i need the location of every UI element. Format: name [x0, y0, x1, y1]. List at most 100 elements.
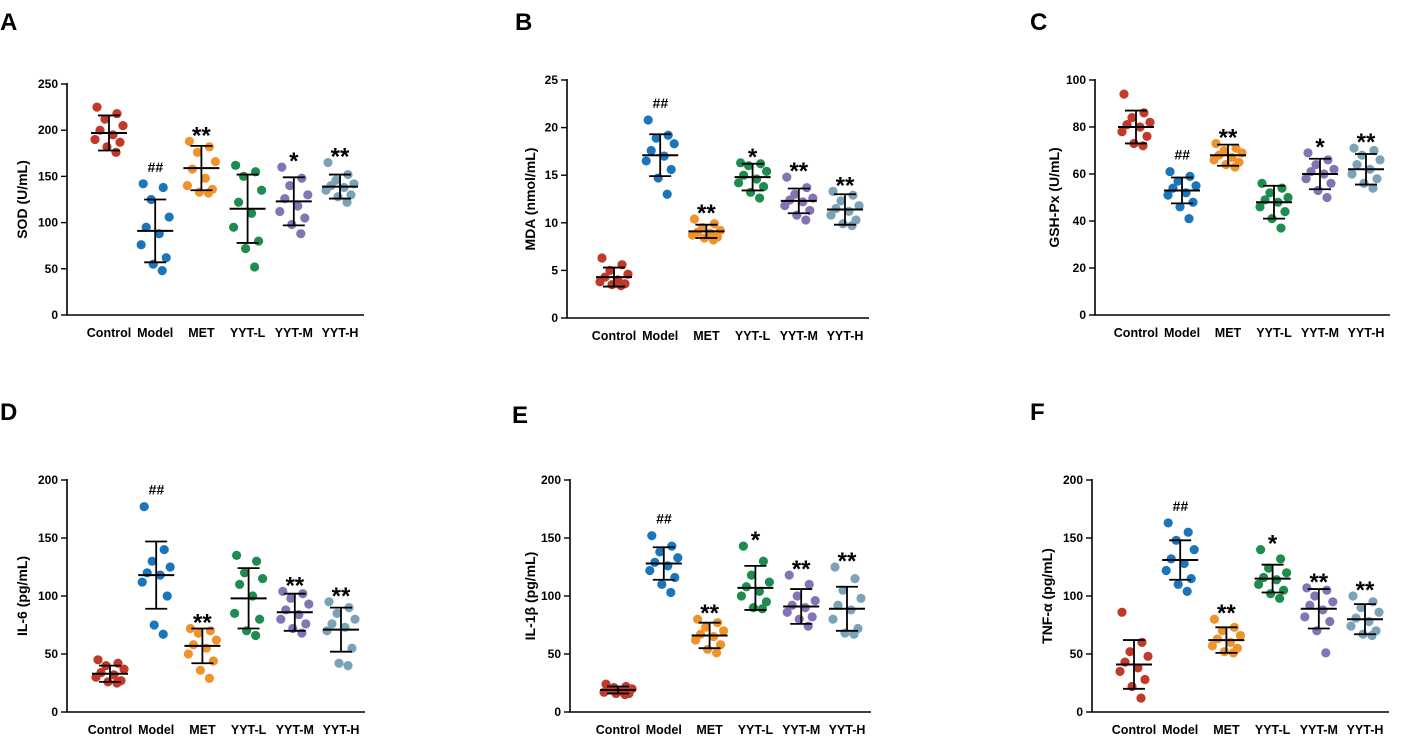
y-tick-label: 200 [541, 473, 561, 487]
data-point [182, 181, 192, 191]
data-point [1265, 188, 1275, 198]
data-point [1184, 214, 1194, 224]
data-point [667, 541, 677, 551]
y-tick-label: 5 [551, 263, 558, 277]
data-point [247, 208, 257, 218]
y-tick-label: 100 [1066, 73, 1086, 87]
data-point [849, 629, 859, 639]
panel-letter: B [515, 9, 532, 36]
data-point [342, 197, 352, 207]
group-yyt-h: YYT-H ** [826, 172, 864, 343]
y-tick-label: 50 [548, 647, 562, 661]
data-point [111, 147, 121, 157]
data-point [708, 235, 719, 245]
y-axis-label: SOD (U/mL) [14, 160, 30, 239]
data-point [807, 612, 817, 622]
data-point [828, 614, 838, 624]
data-point [1372, 174, 1382, 184]
data-point [1230, 162, 1240, 172]
data-point [100, 114, 110, 124]
data-point [297, 173, 307, 183]
data-point [1328, 597, 1338, 607]
significance-star: * [751, 527, 761, 554]
group-control: Control [1112, 607, 1156, 737]
data-point [646, 145, 656, 156]
data-point [115, 137, 125, 147]
group-met: MET ** [182, 122, 220, 340]
significance-star: ** [332, 583, 351, 610]
category-label: Control [1114, 326, 1158, 340]
category-label: Model [1164, 326, 1200, 340]
data-point [210, 157, 220, 167]
category-label: YYT-M [276, 723, 314, 737]
data-point [755, 193, 765, 203]
significance-star: ** [789, 158, 808, 185]
data-point [149, 620, 159, 630]
data-point [192, 147, 202, 157]
group-yyt-l: YYT-L * [736, 527, 775, 737]
data-point [350, 614, 360, 624]
data-point [736, 591, 747, 601]
data-point [346, 190, 356, 200]
data-point [794, 614, 804, 624]
data-point [1282, 568, 1292, 578]
y-tick-label: 150 [38, 531, 58, 545]
data-point [158, 182, 168, 193]
category-label: YYT-H [322, 326, 359, 340]
data-point [647, 531, 657, 541]
data-point [1279, 585, 1289, 595]
data-point [1115, 666, 1125, 677]
data-point [846, 605, 856, 615]
group-met: MET ** [687, 200, 726, 343]
data-point [286, 593, 296, 603]
data-point [782, 607, 792, 617]
significance-star: ** [836, 172, 855, 199]
data-point [1255, 202, 1265, 212]
significance-star: ** [193, 609, 212, 636]
group-model: Model ## [137, 482, 175, 737]
data-point [347, 643, 357, 653]
data-point [663, 130, 673, 140]
significance-star: ** [838, 548, 857, 575]
data-point [188, 640, 198, 650]
data-point [1313, 185, 1323, 196]
data-point [1209, 155, 1219, 165]
group-yyt-h: YYT-H ** [322, 583, 360, 737]
data-point [200, 173, 210, 183]
category-label: YYT-L [1256, 326, 1292, 340]
data-point [691, 635, 701, 645]
y-tick-label: 0 [551, 311, 558, 325]
significance-star: ** [331, 144, 350, 171]
category-label: YYT-M [275, 326, 313, 340]
significance-star: * [289, 148, 299, 175]
category-label: Model [646, 723, 682, 737]
category-label: YYT-M [780, 329, 818, 343]
category-label: Model [138, 723, 174, 737]
group-control: Control [88, 655, 132, 737]
data-point [826, 210, 836, 220]
significance-star: ** [1217, 600, 1236, 627]
data-point [1302, 583, 1312, 593]
y-tick-label: 50 [1070, 647, 1084, 661]
data-point [334, 658, 344, 668]
data-point [1359, 178, 1369, 188]
data-point [1163, 518, 1173, 528]
data-point [1369, 145, 1379, 156]
data-point [782, 172, 792, 182]
category-label: YYT-L [738, 723, 774, 737]
data-point [597, 253, 607, 263]
panel-letter: D [0, 399, 17, 426]
panel-c: C 0 20 40 60 80 100 GSH-Px (U/mL) Control Model ##… [1030, 9, 1390, 340]
data-point [183, 649, 193, 659]
y-tick-label: 20 [1073, 261, 1087, 275]
data-point [701, 622, 711, 632]
group-yyt-m: YYT-M ** [782, 556, 820, 737]
category-label: YYT-L [231, 723, 267, 737]
data-point [1367, 630, 1377, 641]
group-yyt-l: YYT-L [229, 160, 267, 340]
data-point [736, 158, 746, 168]
group-control: Control [592, 253, 636, 343]
group-met: MET ** [183, 609, 221, 737]
